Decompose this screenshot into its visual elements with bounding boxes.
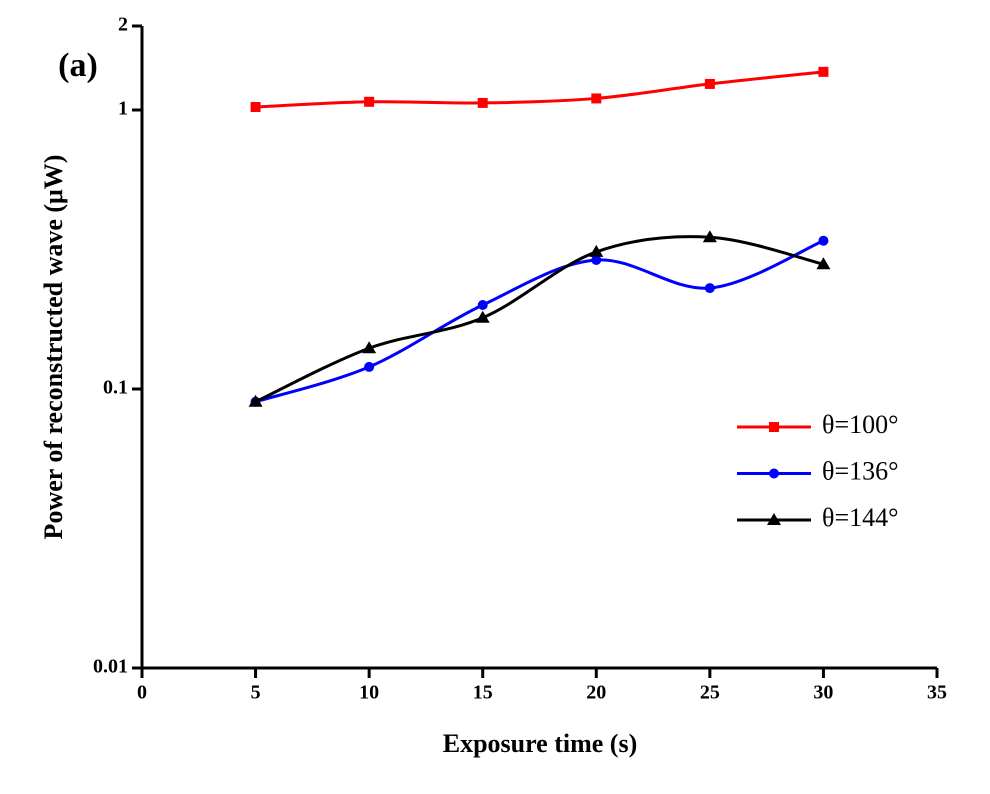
data-point <box>250 101 261 112</box>
x-tick-label: 25 <box>700 682 720 704</box>
data-point <box>477 300 488 311</box>
y-axis-label: Power of reconstructed wave (μW) <box>39 155 68 540</box>
data-point <box>477 97 488 108</box>
data-point <box>362 341 377 354</box>
data-point <box>591 254 602 265</box>
legend-marker <box>769 468 779 479</box>
data-point <box>704 283 715 294</box>
legend-label: θ=136° <box>822 456 899 485</box>
y-tick-label: 1 <box>118 98 128 120</box>
x-axis-label: Exposure time (s) <box>443 729 638 758</box>
x-tick-label: 35 <box>927 682 947 704</box>
data-point <box>475 310 490 323</box>
y-tick-label: 0.01 <box>93 656 128 678</box>
data-point <box>364 96 375 107</box>
series-line <box>255 239 825 404</box>
legend-label: θ=100° <box>822 410 899 439</box>
x-tick-label: 20 <box>586 682 606 704</box>
x-tick-label: 0 <box>137 682 147 704</box>
data-point <box>591 93 602 104</box>
x-tick-label: 30 <box>813 682 833 704</box>
y-tick-label: 2 <box>118 14 128 36</box>
data-point <box>364 361 375 372</box>
legend-marker <box>767 513 781 525</box>
series-line <box>255 70 824 109</box>
data-point <box>589 244 604 257</box>
data-point <box>704 78 715 89</box>
data-point <box>702 230 717 243</box>
x-tick-label: 10 <box>359 682 379 704</box>
legend-label: θ=144° <box>822 503 899 532</box>
data-point <box>818 66 829 77</box>
x-tick-label: 5 <box>251 682 261 704</box>
data-point <box>816 257 831 270</box>
legend-marker <box>769 422 779 432</box>
data-point <box>818 235 829 246</box>
annotation: (a) <box>58 47 98 84</box>
x-tick-label: 15 <box>473 682 493 704</box>
data-point <box>248 394 263 407</box>
series-line <box>254 235 824 404</box>
y-tick-label: 0.1 <box>103 377 128 399</box>
